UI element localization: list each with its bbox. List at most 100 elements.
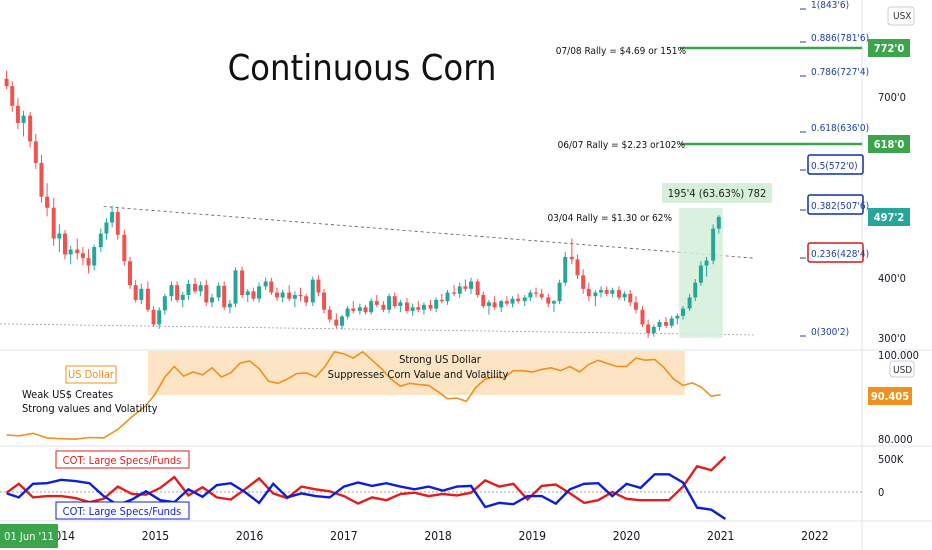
candle-body (646, 324, 651, 334)
usd-annotation-weak: Weak US$ Creates (22, 388, 113, 401)
candle-body (322, 292, 327, 310)
candle-body (334, 319, 339, 326)
candle-body (416, 307, 421, 310)
candle-body (475, 281, 480, 295)
fib-box (807, 242, 864, 263)
measure-label: 195'4 (63.63%) 782 (668, 187, 767, 200)
candle-body (381, 304, 386, 310)
candle-body (28, 115, 33, 142)
usd-tick-label: 100.000 (878, 349, 919, 362)
usd-annotation-strong-values: Strong values and Volatility (22, 402, 158, 415)
annotation-0607: 06/07 Rally = $2.23 or102% (558, 140, 686, 151)
usd-marker-bg (868, 387, 912, 405)
candle-body (698, 265, 703, 283)
candle-body (133, 285, 138, 300)
time-tick-label: 2017 (330, 529, 357, 543)
candle-body (463, 286, 468, 289)
candle-body (628, 293, 633, 303)
candle-body (486, 302, 491, 307)
price-marker-bg (868, 208, 910, 226)
price-unit-label: USX (893, 11, 911, 22)
candle-body (193, 283, 198, 292)
candle-body (245, 291, 250, 295)
candle-body (687, 297, 692, 309)
cot-tick-label: 0 (878, 486, 884, 499)
candle-body (633, 302, 638, 310)
price-marker-bg (868, 39, 910, 57)
candle-body (504, 301, 509, 304)
fib-label: 0(300'2) (811, 327, 849, 338)
candle-body (80, 253, 85, 259)
candle-body (657, 322, 662, 327)
candle-body (528, 292, 533, 298)
candle-body (581, 275, 586, 289)
candle-body (586, 288, 591, 297)
candle-body (434, 299, 439, 309)
price-marker-label: 618'0 (874, 138, 905, 151)
cot-blue-legend: COT: Large Specs/Funds (63, 505, 182, 518)
candle-body (604, 290, 609, 294)
candle-body (292, 294, 297, 299)
candle-body (310, 279, 315, 303)
candle-body (151, 309, 156, 325)
candle-body (499, 301, 504, 308)
fib-label: 0.236(428'4) (811, 249, 869, 260)
candle-body (10, 86, 15, 106)
candle-body (339, 316, 344, 326)
price-marker-label: 497'2 (874, 211, 905, 224)
candle-body (610, 290, 615, 294)
price-tick-label: 700'0 (878, 91, 906, 104)
candle-body (452, 292, 457, 294)
candle-body (445, 292, 450, 302)
candle-body (546, 297, 551, 304)
candle-body (616, 290, 621, 298)
candle-body (216, 285, 221, 298)
candle-body (374, 301, 379, 305)
candle-body (86, 258, 91, 266)
candle-body (439, 299, 444, 302)
usd-marker-label: 90.405 (871, 390, 909, 403)
candle-body (404, 302, 409, 311)
candle-body (57, 233, 62, 239)
usd-unit-label: USD (893, 365, 912, 376)
candle-body (92, 247, 97, 266)
candle-body (669, 318, 674, 326)
time-tick-label: 2020 (613, 529, 641, 543)
candle-body (640, 309, 645, 325)
candle-body (263, 281, 268, 287)
cot-tick-label: 500K (878, 453, 904, 466)
annotation-0304: 03/04 Rally = $1.30 or 62% (547, 213, 672, 224)
candle-body (551, 301, 556, 304)
candle-body (693, 282, 698, 298)
time-tick-label: 2015 (142, 529, 169, 543)
measure-label-bg (662, 183, 772, 203)
candle-body (704, 260, 709, 266)
price-unit-box (887, 6, 915, 26)
candle-body (599, 290, 604, 293)
candle-body (128, 261, 133, 286)
candle-body (298, 294, 303, 297)
cot-red-legend: COT: Large Specs/Funds (63, 454, 182, 467)
candle-body (186, 283, 191, 295)
candle-body (492, 302, 497, 308)
candle-body (421, 304, 426, 310)
price-marker-bg (868, 135, 910, 153)
candle-body (98, 233, 103, 248)
resistance-trendline (103, 206, 754, 259)
cot-red-line (5, 455, 727, 505)
cot-red-legend-box (55, 450, 190, 469)
usd-annotation-strong: Strong US Dollar (399, 353, 482, 366)
fib-label: 0.786(727'4) (811, 67, 869, 78)
candle-body (357, 307, 362, 311)
annotation-0708: 07/08 Rally = $4.69 or 151% (556, 46, 687, 57)
candle-body (104, 222, 109, 234)
fib-label: 0.5(572'0) (811, 161, 858, 172)
chart-title: Continuous Corn (228, 48, 497, 89)
crosshair-time-label: 01 Jun '11 (4, 530, 54, 543)
candle-body (45, 196, 50, 208)
candle-body (68, 249, 73, 255)
candle-body (269, 281, 274, 293)
candle-body (227, 303, 232, 308)
candle-body (139, 288, 144, 300)
